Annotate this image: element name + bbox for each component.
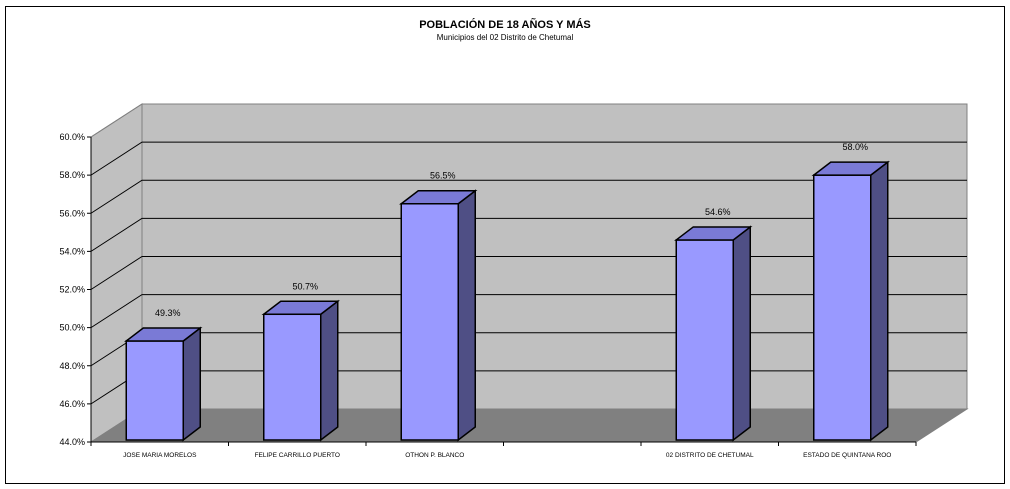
data-label: 49.3%	[155, 308, 181, 318]
chart-subtitle: Municipios del 02 Distrito de Chetumal	[436, 33, 574, 42]
y-tick-label: 48.0%	[59, 361, 85, 371]
data-label: 54.6%	[705, 207, 731, 217]
bar-top	[124, 327, 203, 342]
bar-side	[182, 326, 201, 442]
y-tick-label: 56.0%	[59, 208, 85, 218]
data-label: 58.0%	[842, 142, 868, 152]
data-label: 50.7%	[292, 281, 318, 291]
gridline	[90, 141, 967, 176]
x-tick-label: ESTADO DE QUINTANA ROO	[803, 452, 891, 459]
chart-frame: POBLACIÓN DE 18 AÑOS Y MÁS Municipios de…	[5, 6, 1005, 484]
bar-front	[675, 239, 734, 441]
bar-top	[674, 226, 753, 241]
y-tick-label: 50.0%	[59, 323, 85, 333]
bar-side	[732, 225, 751, 442]
gridline	[90, 217, 967, 252]
bar-side	[457, 189, 476, 442]
x-tick-label: JOSE MARIA MORELOS	[123, 452, 197, 459]
bar-side	[870, 160, 889, 442]
bar-top	[399, 189, 478, 205]
bar-front	[813, 174, 872, 441]
x-tick-label: OTHON P. BLANCO	[405, 452, 464, 459]
y-tick-label: 60.0%	[59, 132, 85, 142]
bar-front	[400, 202, 459, 441]
x-tick-label: FELIPE CARRILLO PUERTO	[255, 452, 340, 459]
bar-side	[320, 299, 339, 442]
x-tick-label: 02 DISTRITO DE CHETUMAL	[666, 452, 754, 459]
y-tick-label: 52.0%	[59, 285, 85, 295]
bar-front	[263, 313, 322, 441]
y-tick-label: 46.0%	[59, 399, 85, 409]
gridline	[90, 103, 967, 138]
bar-front	[125, 340, 184, 441]
y-tick-label: 54.0%	[59, 246, 85, 256]
y-tick-label: 44.0%	[59, 437, 85, 447]
data-label: 56.5%	[430, 171, 456, 181]
bar-top	[811, 161, 890, 176]
plot-area: 44.0% 46.0% 48.0% 50.0% 52.0% 54.0% 56.0% 58.0%…	[59, 103, 969, 459]
y-tick-label: 58.0%	[59, 170, 85, 180]
bar-top	[261, 300, 340, 316]
chart-title: POBLACIÓN DE 18 AÑOS Y MÁS	[419, 19, 591, 31]
gridline	[90, 179, 967, 214]
